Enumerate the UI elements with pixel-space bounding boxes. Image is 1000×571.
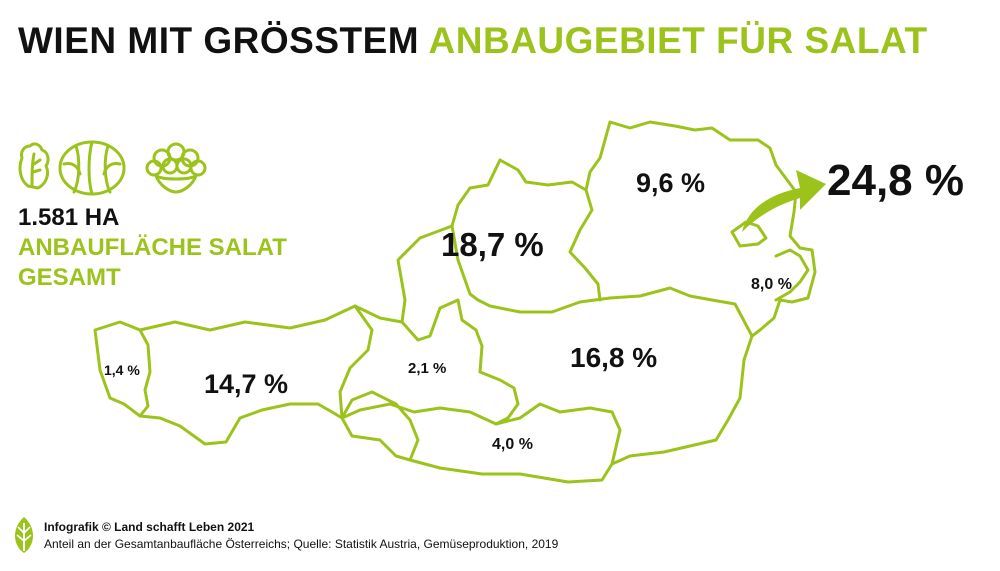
total-area: 1.581 HA [18,204,120,231]
stats-block: 1.581 HA ANBAUFLÄCHE SALAT GESAMT [18,203,287,293]
page-title: WIEN MIT GRÖSSTEM ANBAUGEBIET FÜR SALAT [18,20,928,62]
title-part-black: WIEN MIT GRÖSSTEM [18,20,420,61]
area-label-line2: GESAMT [18,264,121,291]
arrow-icon [742,170,826,232]
label-wien: 24,8 % [827,156,964,205]
area-label-line1: ANBAUFLÄCHE SALAT [18,234,287,261]
footer-credit: Infografik © Land schafft Leben 2021 [44,520,255,534]
label-burgenland: 8,0 % [751,276,792,293]
label-kaernten: 4,0 % [492,436,533,453]
cabbage-icon [58,140,126,196]
cauliflower-icon [145,142,207,194]
footer-source: Anteil an der Gesamtanbaufläche Österrei… [44,537,559,551]
leaf-logo-icon [15,517,33,553]
label-oberoesterreich: 18,7 % [441,226,544,263]
label-vorarlberg: 1,4 % [104,362,140,378]
label-niederoesterreich: 9,6 % [636,168,706,198]
wien-outline [730,220,768,248]
label-salzburg: 2,1 % [408,360,447,377]
label-steiermark: 16,8 % [570,342,658,373]
vegetable-icons [18,140,207,196]
lettuce-icon [18,142,50,190]
title-part-green: ANBAUGEBIET FÜR SALAT [428,20,928,61]
austria-outline [93,120,817,484]
label-tirol: 14,7 % [204,369,289,399]
footer: Infografik © Land schafft Leben 2021 Ant… [44,519,558,553]
